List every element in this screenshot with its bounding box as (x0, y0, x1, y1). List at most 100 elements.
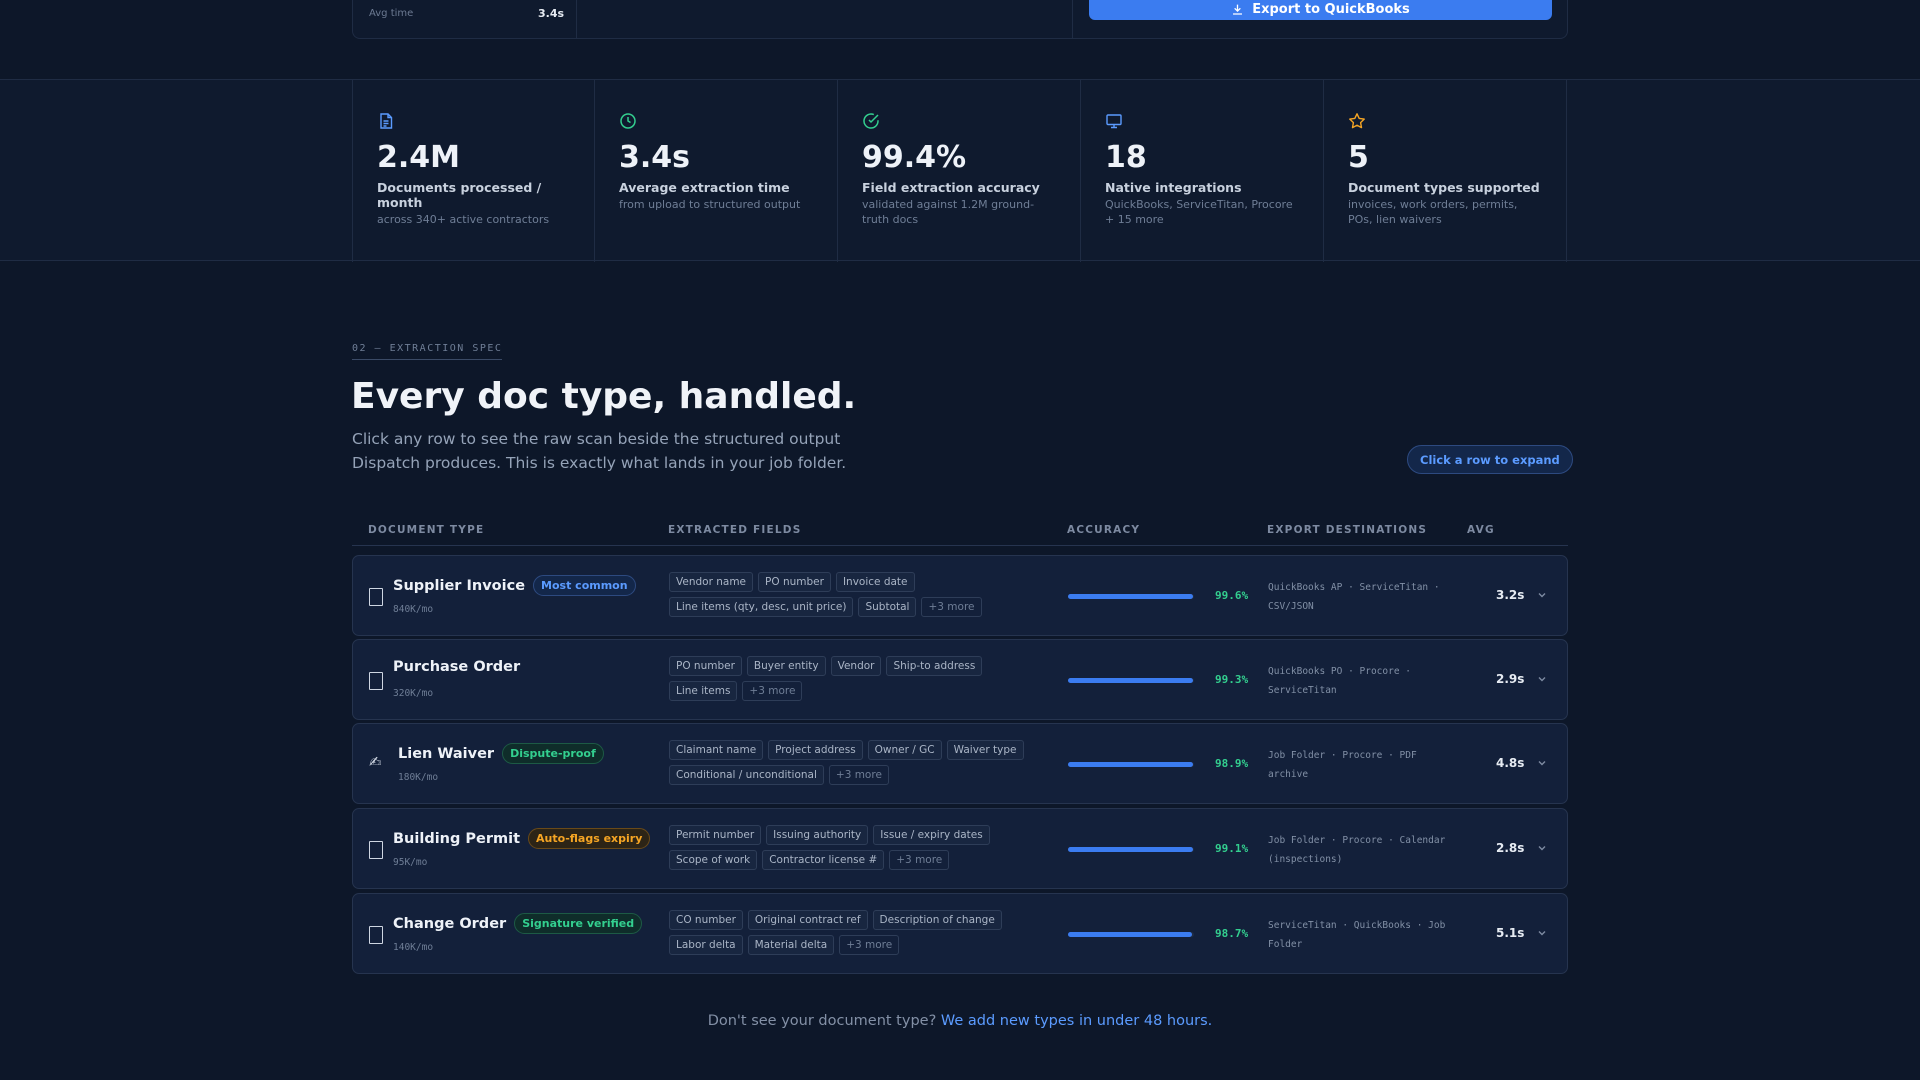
field-chip: Subtotal (858, 597, 917, 617)
field-chip: Material delta (747, 935, 835, 955)
extracted-fields: Permit number Issuing authority Issue / ex… (669, 825, 1029, 870)
stat-label: Native integrations (1105, 180, 1242, 195)
accuracy-bar-fill (1068, 678, 1194, 683)
field-chip: PO number (758, 572, 831, 592)
table-header: DOCUMENT TYPE EXTRACTED FIELDS ACCURACY … (352, 520, 1568, 546)
document-icon (369, 672, 383, 690)
chevron-down-icon[interactable] (1536, 927, 1548, 939)
table-row[interactable]: Purchase Order 320K/mo PO number Buyer en… (352, 639, 1568, 720)
more-fields-chip[interactable]: +3 more (828, 765, 889, 785)
stat-sub: across 340+ active contractors (377, 213, 550, 226)
doc-volume: 95K/mo (393, 857, 428, 868)
field-chip: Conditional / unconditional (669, 765, 824, 785)
field-chip: Description of change (872, 910, 1002, 930)
export-destinations: QuickBooks PO · Procore · ServiceTitan (1268, 666, 1411, 696)
accuracy-bar-fill (1068, 594, 1194, 599)
stat-label: Average extraction time (619, 180, 790, 195)
accuracy-bar-fill (1068, 932, 1193, 937)
table-row[interactable]: Supplier Invoice Most common 840K/mo Ven… (352, 555, 1568, 636)
stat-value: 18 (1105, 140, 1147, 175)
table-row[interactable]: Change Order Signature verified 140K/mo … (352, 893, 1568, 974)
doc-volume: 140K/mo (393, 942, 434, 953)
table-row[interactable]: ✍ Lien Waiver Dispute-proof 180K/mo Clai… (352, 723, 1568, 804)
field-chip: Issue / expiry dates (873, 825, 990, 845)
stat-label: Field extraction accuracy (862, 180, 1040, 195)
field-chip: Contractor license # (762, 850, 885, 870)
more-fields-chip[interactable]: +3 more (839, 935, 900, 955)
signature-icon: ✍ (369, 753, 382, 771)
more-fields-chip[interactable]: +3 more (889, 850, 950, 870)
doc-volume: 320K/mo (393, 688, 434, 699)
more-fields-chip[interactable]: +3 more (742, 681, 803, 701)
accuracy-bar (1068, 762, 1194, 767)
th-export-destinations: EXPORT DESTINATIONS (1267, 524, 1428, 536)
row-title-group: Change Order Signature verified (393, 913, 643, 934)
export-destinations: ServiceTitan · QuickBooks · Job Folder (1268, 920, 1446, 950)
click-row-to-expand-hint[interactable]: Click a row to expand (1407, 445, 1573, 474)
doc-volume: 180K/mo (398, 772, 439, 783)
chevron-down-icon[interactable] (1536, 842, 1548, 854)
table-row[interactable]: Building Permit Auto-flags expiry 95K/mo… (352, 808, 1568, 889)
more-fields-chip[interactable]: +3 more (921, 597, 982, 617)
field-chip: Labor delta (669, 935, 743, 955)
field-chip: Invoice date (835, 572, 915, 592)
doc-volume: 840K/mo (393, 604, 434, 615)
extracted-fields: Vendor name PO number Invoice date Line ite… (669, 572, 1029, 617)
accuracy-value: 99.3% (1215, 673, 1249, 686)
doc-type-name: Change Order (393, 915, 507, 932)
chevron-down-icon[interactable] (1536, 673, 1548, 685)
row-badge: Dispute-proof (502, 743, 604, 764)
stat-sub: from upload to structured output (619, 198, 801, 211)
divider (576, 0, 577, 38)
field-chip: CO number (669, 910, 743, 930)
field-chip: Original contract ref (747, 910, 868, 930)
footer-note: Don't see your document type? We add new… (0, 1013, 1920, 1029)
row-badge: Signature verified (514, 913, 643, 934)
document-icon (369, 926, 383, 944)
accuracy-bar (1068, 678, 1194, 683)
stat-value: 2.4M (377, 140, 460, 175)
accuracy-value: 98.9% (1215, 757, 1249, 770)
extracted-fields: CO number Original contract ref Descriptio… (669, 910, 1029, 955)
check-circle-icon (863, 113, 879, 129)
row-title-group: Supplier Invoice Most common (393, 575, 636, 596)
stat-value: 3.4s (619, 140, 691, 175)
field-chip: Permit number (669, 825, 762, 845)
field-chip: Scope of work (669, 850, 758, 870)
stat-accuracy: 99.4% Field extraction accuracy validate… (838, 80, 1081, 262)
divider (1072, 0, 1073, 38)
download-icon (1233, 4, 1243, 15)
avg-time: 2.9s (1496, 672, 1525, 686)
row-title-group: Purchase Order (393, 659, 520, 675)
add-new-types-link[interactable]: We add new types in under 48 hours. (940, 1013, 1213, 1029)
field-chip: Ship-to address (886, 656, 983, 676)
stat-documents: 2.4M Documents processed / month across … (352, 80, 595, 262)
row-title-group: Lien Waiver Dispute-proof (398, 743, 604, 764)
section-lead: Click any row to see the raw scan beside… (352, 430, 847, 472)
avg-time-value: 3.4s (538, 7, 565, 20)
field-chip: Project address (768, 740, 863, 760)
top-summary-card: Avg time 3.4s Export to QuickBooks (352, 0, 1568, 39)
field-chip: Buyer entity (746, 656, 826, 676)
doc-type-name: Purchase Order (393, 659, 521, 675)
chevron-down-icon[interactable] (1536, 757, 1548, 769)
field-chip: Vendor (830, 656, 882, 676)
th-accuracy: ACCURACY (1067, 524, 1141, 536)
stat-doc-types: 5 Document types supported invoices, wor… (1324, 80, 1567, 262)
export-to-quickbooks-button[interactable]: Export to QuickBooks (1089, 0, 1552, 20)
th-avg: AVG (1467, 524, 1495, 536)
stat-sub: invoices, work orders, permits, POs, lie… (1348, 198, 1518, 226)
stat-sub: validated against 1.2M ground-truth docs (862, 198, 1035, 226)
field-chip: Owner / GC (867, 740, 942, 760)
field-chip: PO number (669, 656, 742, 676)
th-document-type: DOCUMENT TYPE (368, 524, 485, 536)
export-button-label: Export to QuickBooks (1252, 1, 1410, 17)
chevron-down-icon[interactable] (1536, 589, 1548, 601)
stat-extraction-time: 3.4s Average extraction time from upload… (595, 80, 838, 262)
doc-type-name: Supplier Invoice (393, 577, 526, 594)
accuracy-bar (1068, 847, 1194, 852)
accuracy-value: 99.6% (1215, 589, 1249, 602)
stat-sub: QuickBooks, ServiceTitan, Procore + 15 m… (1105, 198, 1293, 226)
section-eyebrow: 02 — EXTRACTION SPEC (352, 343, 503, 360)
accuracy-bar (1068, 932, 1194, 937)
